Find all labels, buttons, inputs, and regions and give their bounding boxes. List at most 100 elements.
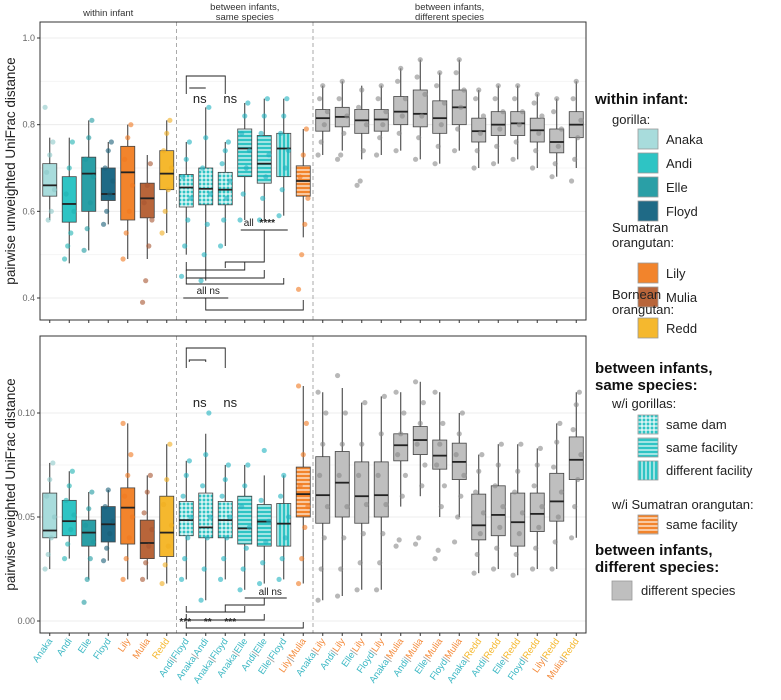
data-point [490, 161, 497, 167]
legend-subtitle: Sumatran [612, 220, 668, 235]
data-point [123, 230, 129, 236]
data-point [516, 122, 522, 128]
data-point [578, 117, 584, 123]
bracket-top [185, 75, 226, 94]
data-point [183, 472, 189, 478]
lower-bracket [185, 262, 246, 271]
x-tick-label-part: | [285, 655, 295, 663]
data-point [217, 243, 224, 249]
data-point [531, 100, 537, 106]
data-point [412, 156, 419, 162]
data-point [395, 78, 401, 84]
box-group-14 [315, 83, 331, 158]
x-tick-label: Floyd [91, 636, 113, 661]
data-point [551, 464, 557, 470]
data-point [458, 104, 464, 110]
data-point [456, 57, 462, 63]
data-point [357, 560, 363, 566]
data-point [339, 441, 345, 447]
data-point [512, 489, 518, 495]
data-point [572, 504, 578, 510]
data-point [188, 514, 194, 520]
box-group-4 [120, 122, 136, 262]
data-point [456, 431, 462, 437]
data-point [318, 566, 324, 572]
all-ns-label: all ns [197, 286, 220, 297]
data-point [554, 439, 560, 445]
box-group-11 [256, 447, 272, 587]
data-point [146, 543, 152, 549]
data-point [295, 580, 302, 587]
data-point [245, 462, 251, 468]
all-label: all [244, 218, 254, 229]
data-point [453, 70, 459, 76]
data-point [573, 402, 579, 408]
data-point [90, 539, 97, 545]
box [237, 128, 253, 178]
x-tick-label-part: | [329, 648, 339, 656]
x-tick-label: Mulia [131, 636, 153, 661]
x-tick-label-part: | [422, 655, 432, 663]
data-point [568, 178, 575, 184]
data-point [500, 109, 506, 115]
data-point [393, 389, 399, 395]
data-point [165, 187, 171, 193]
data-point [227, 514, 233, 520]
ns-label: ns [223, 91, 237, 106]
x-tick-label-part: | [500, 655, 510, 663]
data-point [396, 537, 402, 543]
legend-key [637, 200, 659, 222]
data-point [239, 130, 245, 136]
data-point [321, 535, 327, 541]
data-point [165, 543, 171, 549]
box [432, 100, 448, 134]
data-point [240, 191, 246, 197]
data-point [420, 400, 426, 406]
star-label: *** [224, 617, 236, 628]
data-point [87, 200, 93, 206]
box-group-19 [412, 57, 428, 162]
data-point [120, 420, 126, 426]
data-point [555, 143, 561, 149]
data-point [474, 148, 480, 154]
data-point [363, 501, 370, 508]
x-tick-label-part: | [250, 649, 260, 657]
data-point [495, 83, 501, 89]
box-group-19 [412, 379, 428, 547]
box-group-16 [354, 85, 370, 188]
data-point [206, 410, 212, 416]
data-point [243, 165, 249, 171]
legend-label: Lily [666, 266, 686, 281]
data-point [278, 130, 284, 136]
data-point [279, 187, 285, 193]
legend-label: Andi [666, 156, 692, 171]
data-point [167, 441, 173, 447]
box [276, 503, 292, 547]
data-point [354, 182, 360, 188]
legend-label: same facility [666, 517, 738, 532]
bracket-inner [188, 359, 207, 362]
data-point [378, 431, 384, 437]
data-point [246, 524, 253, 531]
legend-key [637, 414, 659, 435]
data-point [360, 148, 366, 154]
box-group-23 [490, 441, 506, 572]
data-point [282, 535, 288, 541]
data-point [435, 547, 441, 553]
box-group-18 [393, 65, 409, 154]
data-point [531, 483, 537, 489]
box-group-3 [100, 139, 116, 227]
box-group-22 [471, 452, 487, 576]
data-point [141, 200, 147, 206]
x-tick-label-part: | [349, 648, 359, 656]
data-point [551, 109, 557, 115]
y-axis-label: pairwise unweighted UniFrac distance [3, 57, 18, 284]
data-point [168, 522, 175, 528]
data-point [63, 191, 69, 197]
all-ns-label: all ns [259, 587, 282, 598]
y-axis-label: pairwise weighted UniFrac distance [3, 378, 18, 590]
data-point [476, 87, 482, 93]
data-point [417, 57, 423, 63]
data-point [518, 441, 524, 447]
